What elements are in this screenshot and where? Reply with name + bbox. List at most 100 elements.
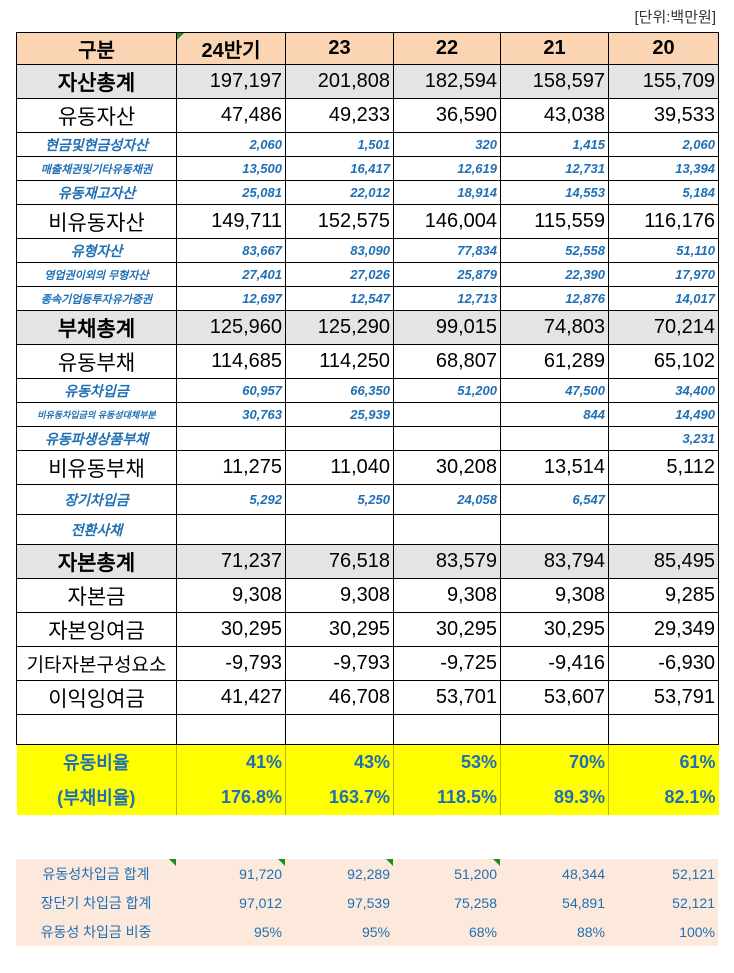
header-cell: 21 [500,32,609,65]
table-row: 유동파생상품부채 3,231 [16,426,719,451]
row-label: 부채총계 [16,310,177,345]
value-cell: 85,495 [608,544,719,579]
comment-marker [278,859,285,866]
value-cell: 114,685 [176,344,286,379]
value-cell: 152,575 [285,204,394,239]
comment-marker [386,859,393,866]
empty-cell [176,714,286,745]
comment-marker [493,859,500,866]
ratio-value: 163.7% [285,779,394,815]
value-cell: 9,308 [393,578,501,613]
table-row: 기타자본구성요소 -9,793 -9,793 -9,725 -9,416 -6,… [16,646,719,681]
value-cell: 18,914 [393,180,501,205]
value-cell: 14,017 [608,286,719,311]
value-cell: 30,295 [176,612,286,647]
row-label: 유동파생상품부채 [16,426,177,451]
value-cell: 47,486 [176,98,286,133]
ratio-value: 82.1% [608,779,719,815]
value-cell: 12,547 [285,286,394,311]
table-row: 영업권이외의 무형자산 27,401 27,026 25,879 22,390 … [16,262,719,287]
value-cell: 146,004 [393,204,501,239]
value-cell: 99,015 [393,310,501,345]
table-row: 자산총계 197,197 201,808 182,594 158,597 155… [16,64,719,99]
value-cell: 12,619 [393,156,501,181]
value-cell: 36,590 [393,98,501,133]
value-cell: 83,794 [500,544,609,579]
table-row: 비유동부채 11,275 11,040 30,208 13,514 5,112 [16,450,719,485]
value-cell: -9,793 [285,646,394,681]
value-cell: 46,708 [285,680,394,715]
summary-value: 52,121 [608,859,718,888]
value-cell: 29,349 [608,612,719,647]
table-row: 장기차입금 5,292 5,250 24,058 6,547 [16,484,719,515]
value-cell: 25,939 [285,402,394,427]
row-label: 유형자산 [16,238,177,263]
comment-marker [177,33,184,40]
header-cell: 23 [285,32,394,65]
value-cell [393,514,501,545]
ratio-value: 61% [608,744,719,780]
summary-value: 100% [608,917,718,946]
balance-sheet-table: 구분 24반기 23 22 21 20 자산총계 197,197 201,808… [16,32,719,815]
table-row: 유형자산 83,667 83,090 77,834 52,558 51,110 [16,238,719,263]
value-cell: 125,960 [176,310,286,345]
comment-marker [169,859,176,866]
summary-label: 유동성 차입금 비중 [16,917,176,946]
value-cell: 12,697 [176,286,286,311]
table-row: 이익잉여금 41,427 46,708 53,701 53,607 53,791 [16,680,719,715]
value-cell: 77,834 [393,238,501,263]
row-label: 비유동자산 [16,204,177,239]
ratio-value: 53% [393,744,501,780]
value-cell [393,426,501,451]
value-cell: 2,060 [608,132,719,157]
value-cell: 5,292 [176,484,286,515]
empty-cell [16,714,177,745]
value-cell: -9,416 [500,646,609,681]
summary-value: 88% [500,917,608,946]
value-cell: 1,501 [285,132,394,157]
value-cell: -9,725 [393,646,501,681]
value-cell: 25,081 [176,180,286,205]
value-cell: 116,176 [608,204,719,239]
value-cell: 17,970 [608,262,719,287]
value-cell: 9,308 [500,578,609,613]
value-cell: 74,803 [500,310,609,345]
value-cell: 1,415 [500,132,609,157]
summary-row: 유동성차입금 합계 91,720 92,289 51,200 48,344 52… [16,859,718,888]
header-cell: 20 [608,32,719,65]
value-cell: 11,040 [285,450,394,485]
value-cell: 68,807 [393,344,501,379]
value-cell: 25,879 [393,262,501,287]
ratio-row: 유동비율 41% 43% 53% 70% 61% [16,744,719,780]
borrowing-summary-table: 유동성차입금 합계 91,720 92,289 51,200 48,344 52… [16,859,718,946]
value-cell: 30,295 [393,612,501,647]
row-label: 비유동부채 [16,450,177,485]
value-cell: 9,308 [176,578,286,613]
ratio-label: 유동비율 [16,744,177,780]
row-label: 자본잉여금 [16,612,177,647]
table-row: 종속기업등투자유가증권 12,697 12,547 12,713 12,876 … [16,286,719,311]
value-cell: 49,233 [285,98,394,133]
value-cell [176,426,286,451]
row-label: 매출채권및기타유동채권 [16,156,177,181]
ratio-value: 118.5% [393,779,501,815]
value-cell: 24,058 [393,484,501,515]
table-row: 자본잉여금 30,295 30,295 30,295 30,295 29,349 [16,612,719,647]
value-cell: 13,514 [500,450,609,485]
value-cell: 14,553 [500,180,609,205]
value-cell: 12,731 [500,156,609,181]
row-label: 이익잉여금 [16,680,177,715]
value-cell: 71,237 [176,544,286,579]
value-cell: 149,711 [176,204,286,239]
value-cell [285,426,394,451]
value-cell: 51,110 [608,238,719,263]
value-cell: -6,930 [608,646,719,681]
value-cell: 61,289 [500,344,609,379]
value-cell: 6,547 [500,484,609,515]
summary-row: 유동성 차입금 비중 95% 95% 68% 88% 100% [16,917,718,946]
value-cell: 3,231 [608,426,719,451]
header-cell: 22 [393,32,501,65]
value-cell: 53,791 [608,680,719,715]
summary-value: 92,289 [285,859,393,888]
value-cell: 47,500 [500,378,609,403]
